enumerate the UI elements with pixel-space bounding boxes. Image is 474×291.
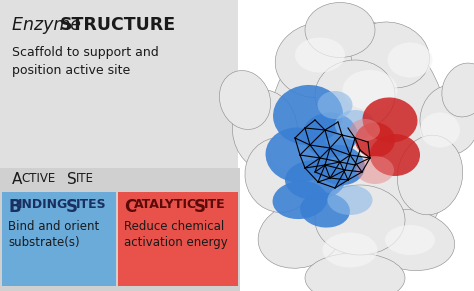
Text: S: S <box>66 198 78 216</box>
Ellipse shape <box>305 3 375 58</box>
Text: CTIVE: CTIVE <box>21 172 55 185</box>
Ellipse shape <box>343 70 398 110</box>
Ellipse shape <box>258 202 342 268</box>
FancyBboxPatch shape <box>2 192 116 286</box>
Ellipse shape <box>356 156 394 184</box>
FancyBboxPatch shape <box>0 168 240 291</box>
FancyBboxPatch shape <box>238 0 474 291</box>
Ellipse shape <box>363 97 418 143</box>
Text: Enzyme: Enzyme <box>12 16 86 34</box>
Ellipse shape <box>315 145 365 185</box>
Ellipse shape <box>420 85 474 155</box>
Ellipse shape <box>335 110 375 140</box>
Ellipse shape <box>328 185 373 215</box>
Ellipse shape <box>388 42 432 77</box>
Ellipse shape <box>285 160 345 200</box>
Text: S: S <box>194 198 206 216</box>
Text: ATALYTIC: ATALYTIC <box>134 198 197 211</box>
Ellipse shape <box>219 70 271 129</box>
Text: STRUCTURE: STRUCTURE <box>60 16 176 34</box>
Ellipse shape <box>385 225 435 255</box>
Ellipse shape <box>273 181 328 219</box>
Ellipse shape <box>365 210 455 271</box>
Text: B: B <box>8 198 21 216</box>
Ellipse shape <box>270 130 310 170</box>
Ellipse shape <box>275 22 365 98</box>
Text: ITE: ITE <box>76 172 94 185</box>
Text: position active site: position active site <box>12 64 130 77</box>
Ellipse shape <box>265 127 330 182</box>
Ellipse shape <box>350 119 380 141</box>
Ellipse shape <box>370 134 420 176</box>
Ellipse shape <box>302 113 357 157</box>
Ellipse shape <box>295 38 345 72</box>
Text: Reduce chemical: Reduce chemical <box>124 220 224 233</box>
Ellipse shape <box>265 20 450 276</box>
Ellipse shape <box>350 22 429 88</box>
Text: substrate(s): substrate(s) <box>8 236 80 249</box>
Text: C: C <box>124 198 136 216</box>
Ellipse shape <box>315 185 405 255</box>
Ellipse shape <box>305 253 405 291</box>
Text: Scaffold to support and: Scaffold to support and <box>12 46 159 59</box>
Text: activation energy: activation energy <box>124 236 228 249</box>
Text: Bind and orient: Bind and orient <box>8 220 99 233</box>
Ellipse shape <box>442 63 474 117</box>
Ellipse shape <box>245 138 315 212</box>
Ellipse shape <box>300 192 350 228</box>
Ellipse shape <box>397 135 463 215</box>
Ellipse shape <box>318 91 353 119</box>
FancyBboxPatch shape <box>0 0 240 291</box>
Ellipse shape <box>273 85 343 145</box>
Ellipse shape <box>322 233 377 267</box>
Text: ITES: ITES <box>76 198 107 211</box>
Text: ITE: ITE <box>204 198 226 211</box>
Text: INDING: INDING <box>18 198 68 211</box>
Ellipse shape <box>315 60 395 130</box>
Text: A: A <box>12 172 22 187</box>
Ellipse shape <box>420 113 460 148</box>
Ellipse shape <box>355 123 395 157</box>
Text: S: S <box>67 172 77 187</box>
Ellipse shape <box>232 90 298 170</box>
FancyBboxPatch shape <box>118 192 238 286</box>
